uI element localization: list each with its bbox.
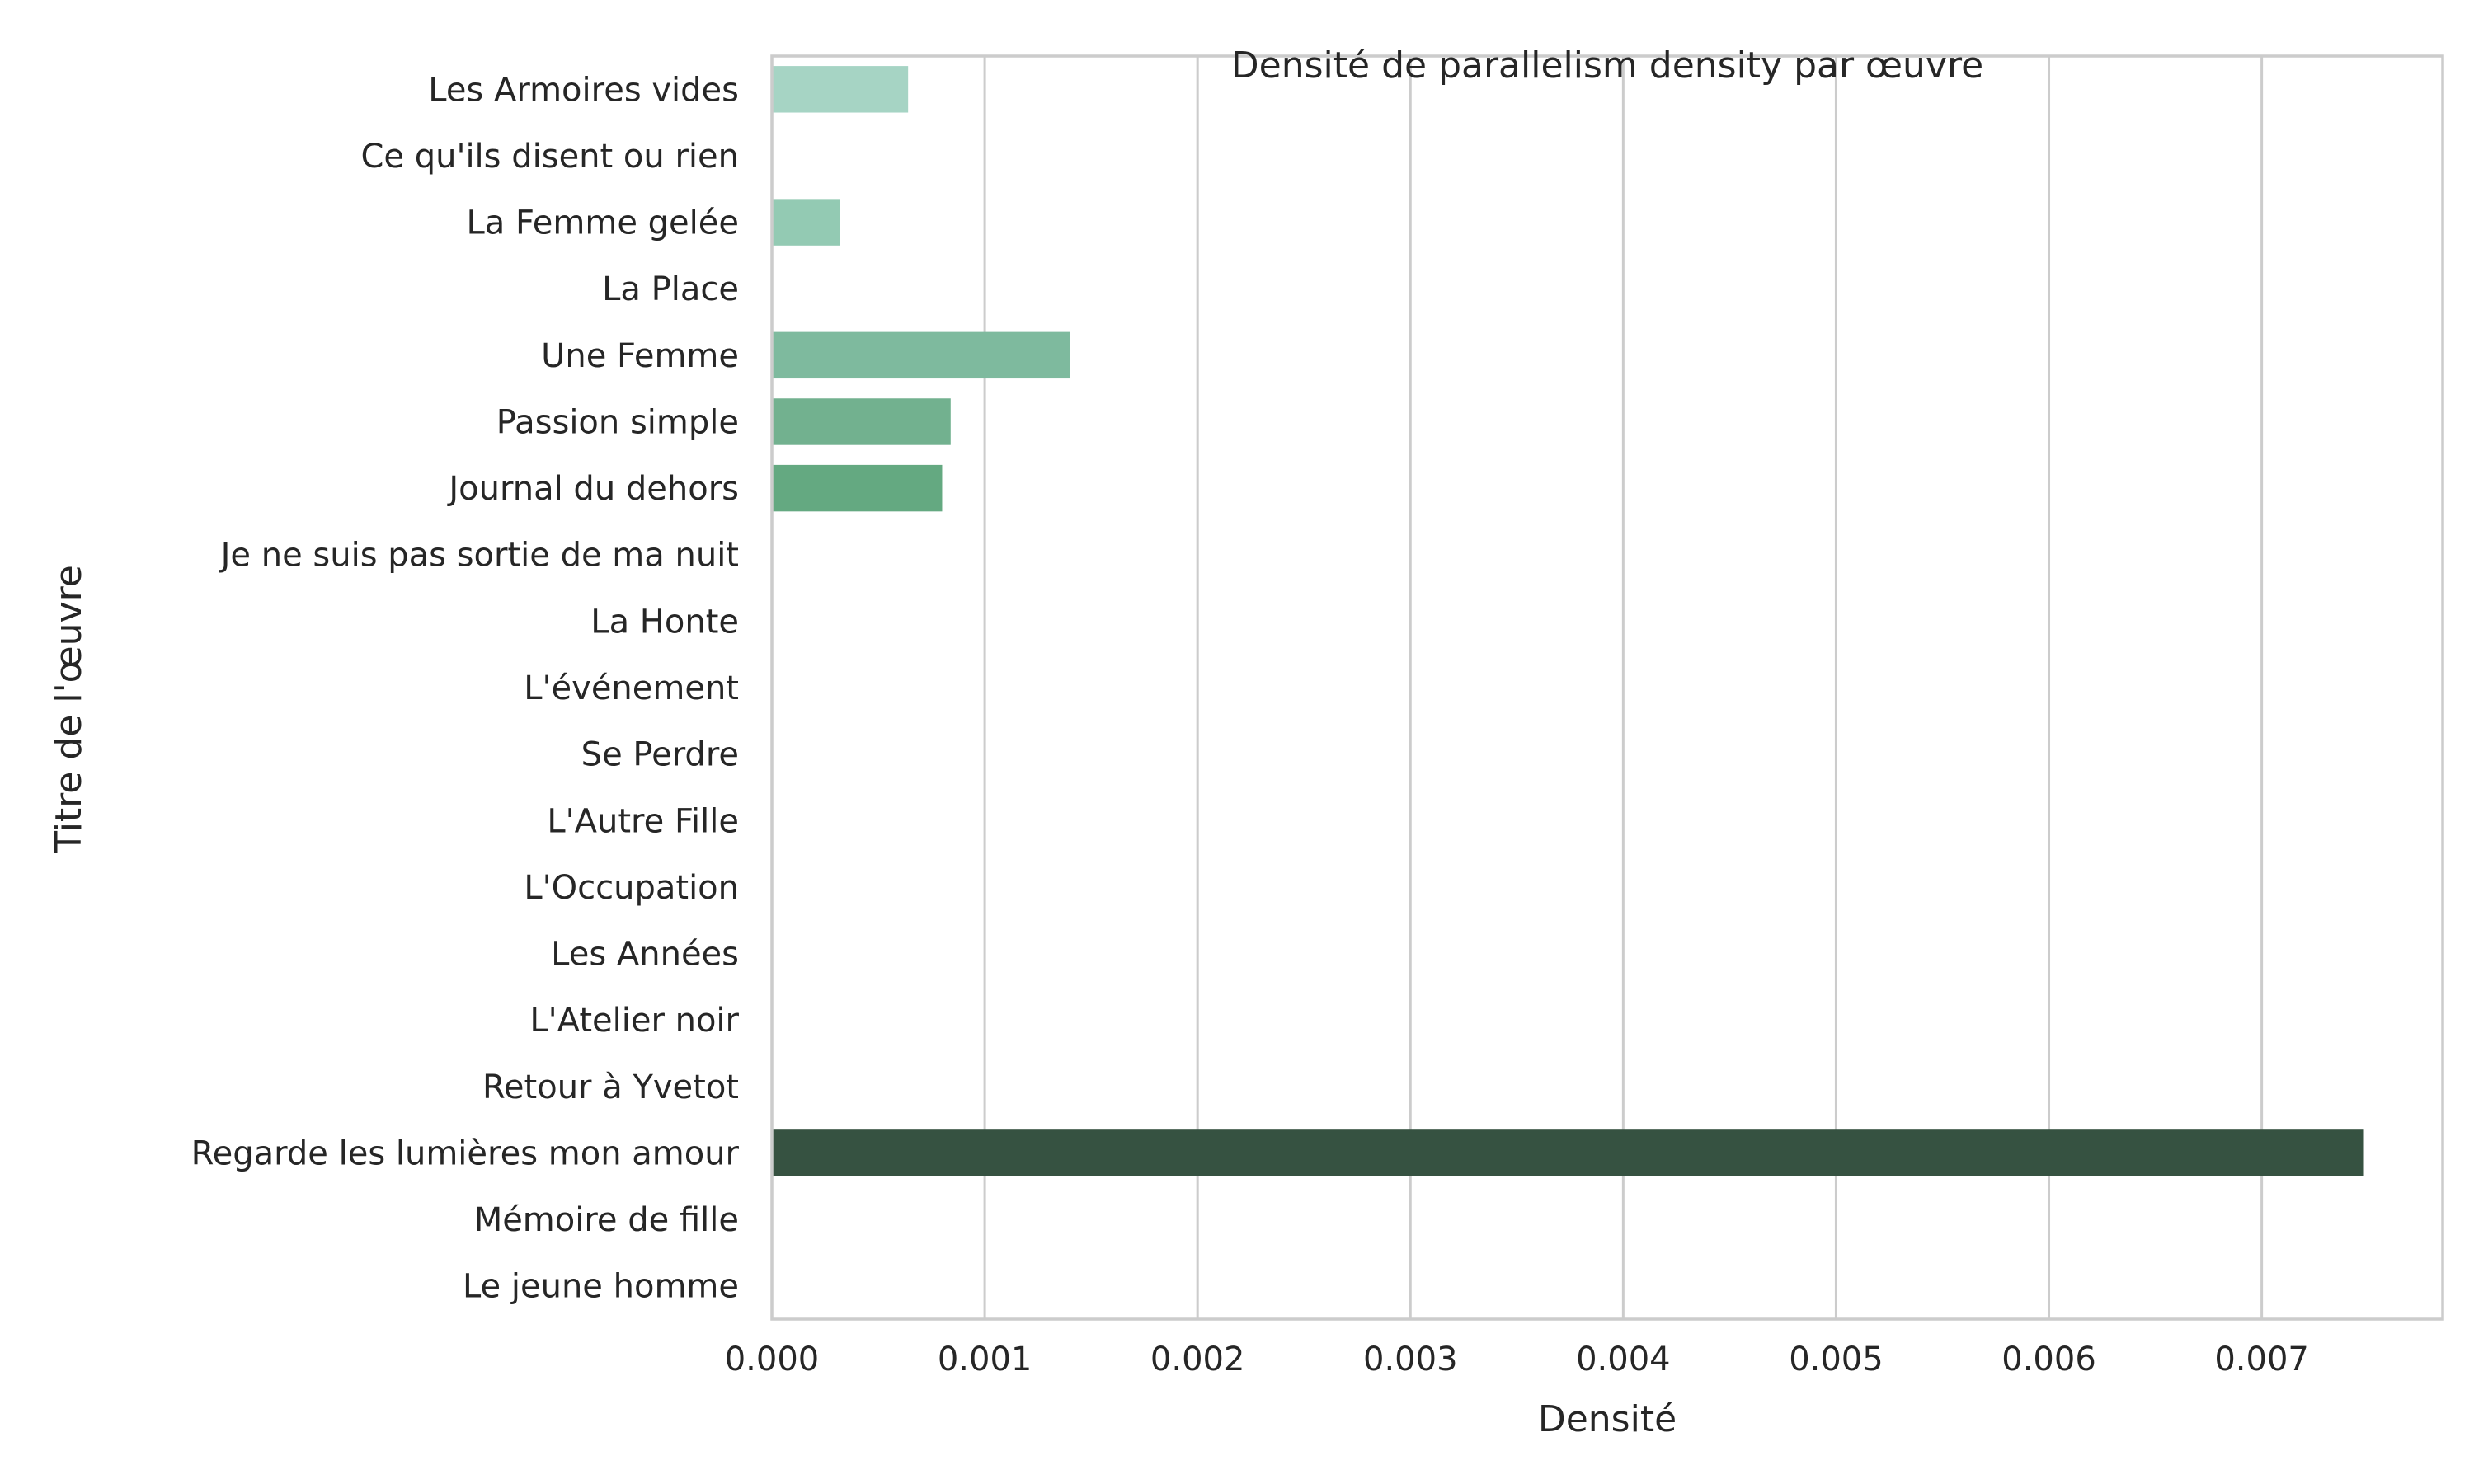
x-tick-label: 0.007 bbox=[2214, 1341, 2309, 1378]
y-tick-label: Je ne suis pas sortie de ma nuit bbox=[219, 537, 739, 575]
y-tick-label: Retour à Yvetot bbox=[482, 1068, 739, 1106]
y-tick-label: L'Atelier noir bbox=[529, 1002, 739, 1040]
y-tick-label: Les Armoires vides bbox=[428, 71, 739, 109]
y-tick-label: Journal du dehors bbox=[446, 470, 739, 508]
y-tick-label: Passion simple bbox=[496, 403, 739, 441]
x-tick-label: 0.002 bbox=[1150, 1341, 1245, 1378]
bars bbox=[772, 66, 2364, 1176]
y-tick-label: La Femme gelée bbox=[466, 204, 739, 242]
grid-lines bbox=[983, 56, 2264, 1319]
y-tick-label: La Honte bbox=[590, 603, 739, 641]
x-tick-label: 0.005 bbox=[1789, 1341, 1884, 1378]
chart-title: Densité de parallelism density par œuvre bbox=[1231, 45, 1983, 87]
y-tick-label: Le jeune homme bbox=[463, 1268, 739, 1306]
x-tick-label: 0.000 bbox=[725, 1341, 820, 1378]
y-tick-label: La Place bbox=[602, 270, 739, 308]
y-tick-label: Les Années bbox=[551, 936, 739, 974]
y-tick-label: L'événement bbox=[524, 669, 739, 707]
y-axis-label: Titre de l'œuvre bbox=[48, 565, 90, 854]
y-tick-label: Mémoire de fille bbox=[474, 1201, 739, 1239]
x-tick-labels: 0.000 0.001 0.002 0.003 0.004 0.005 0.006 0.007 bbox=[725, 1341, 2309, 1378]
y-tick-label: Ce qu'ils disent ou rien bbox=[360, 138, 739, 176]
x-tick-label: 0.001 bbox=[938, 1341, 1032, 1378]
bar bbox=[772, 464, 943, 512]
x-tick-label: 0.003 bbox=[1363, 1341, 1458, 1378]
y-tick-label: L'Autre Fille bbox=[547, 802, 739, 840]
bar bbox=[772, 1129, 2364, 1176]
y-tick-label: L'Occupation bbox=[524, 869, 739, 907]
bar bbox=[772, 199, 840, 246]
y-tick-label: Regarde les lumières mon amour bbox=[191, 1134, 740, 1172]
plot-frame bbox=[770, 54, 2444, 1321]
x-axis-label: Densité bbox=[1538, 1398, 1677, 1440]
y-tick-labels: Les Armoires vides Ce qu'ils disent ou ri… bbox=[191, 71, 740, 1305]
y-tick-label: Se Perdre bbox=[581, 736, 739, 774]
x-tick-label: 0.004 bbox=[1576, 1341, 1671, 1378]
y-tick-label: Une Femme bbox=[541, 337, 739, 375]
bar bbox=[772, 66, 909, 113]
bar bbox=[772, 331, 1070, 379]
x-tick-label: 0.006 bbox=[2001, 1341, 2096, 1378]
bar bbox=[772, 398, 951, 445]
